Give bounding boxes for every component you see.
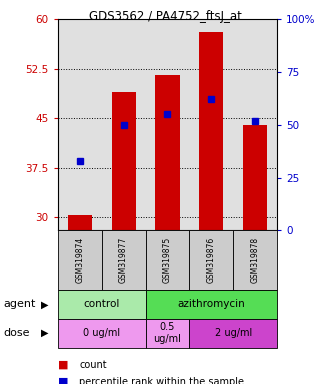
Text: 0.5
ug/ml: 0.5 ug/ml — [153, 322, 182, 344]
Bar — [58, 319, 146, 348]
Text: GSM319875: GSM319875 — [163, 237, 172, 283]
Text: 0 ug/ml: 0 ug/ml — [83, 328, 120, 338]
Bar — [155, 75, 180, 230]
Text: agent: agent — [3, 299, 36, 310]
Text: dose: dose — [3, 328, 30, 338]
Text: ▶: ▶ — [41, 299, 48, 310]
Text: GSM319874: GSM319874 — [75, 237, 84, 283]
Text: ■: ■ — [58, 360, 68, 370]
Bar — [189, 230, 233, 290]
Text: GSM319877: GSM319877 — [119, 237, 128, 283]
Bar — [189, 319, 277, 348]
Bar — [243, 125, 267, 230]
Bar — [146, 319, 189, 348]
Text: GSM319878: GSM319878 — [251, 237, 260, 283]
Bar — [146, 230, 189, 290]
Text: count: count — [79, 360, 107, 370]
Bar — [58, 230, 102, 290]
Bar — [233, 230, 277, 290]
Text: 2 ug/ml: 2 ug/ml — [215, 328, 252, 338]
Bar — [58, 290, 146, 319]
Bar — [102, 230, 146, 290]
Bar — [112, 92, 136, 230]
Text: GSM319876: GSM319876 — [207, 237, 216, 283]
Text: percentile rank within the sample: percentile rank within the sample — [79, 377, 244, 384]
Bar — [68, 215, 92, 230]
Bar — [199, 32, 223, 230]
Text: azithromycin: azithromycin — [178, 299, 245, 310]
Text: ▶: ▶ — [41, 328, 48, 338]
Text: ■: ■ — [58, 377, 68, 384]
Text: GDS3562 / PA4752_ftsJ_at: GDS3562 / PA4752_ftsJ_at — [88, 10, 242, 23]
Text: control: control — [83, 299, 120, 310]
Bar — [146, 290, 277, 319]
